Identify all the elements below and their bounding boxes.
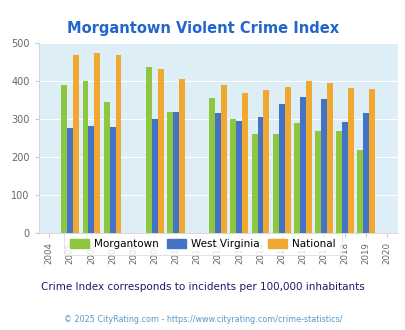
Bar xyxy=(230,119,236,233)
Bar xyxy=(82,81,88,233)
Bar xyxy=(173,112,179,233)
Bar xyxy=(299,97,305,233)
Bar xyxy=(368,89,374,233)
Bar xyxy=(314,131,320,233)
Bar xyxy=(236,121,242,233)
Bar xyxy=(209,98,215,233)
Text: Morgantown Violent Crime Index: Morgantown Violent Crime Index xyxy=(67,21,338,36)
Bar xyxy=(347,88,353,233)
Bar xyxy=(158,69,163,233)
Bar xyxy=(242,93,247,233)
Bar xyxy=(167,112,173,233)
Bar xyxy=(284,87,290,233)
Bar xyxy=(88,126,94,233)
Bar xyxy=(278,104,284,233)
Bar xyxy=(109,127,115,233)
Text: © 2025 CityRating.com - https://www.cityrating.com/crime-statistics/: © 2025 CityRating.com - https://www.city… xyxy=(64,315,341,324)
Bar xyxy=(115,55,121,233)
Legend: Morgantown, West Virginia, National: Morgantown, West Virginia, National xyxy=(64,233,341,255)
Bar xyxy=(251,134,257,233)
Bar xyxy=(151,119,158,233)
Bar xyxy=(145,67,151,233)
Bar xyxy=(61,85,67,233)
Bar xyxy=(94,53,100,233)
Bar xyxy=(179,79,184,233)
Bar xyxy=(221,85,226,233)
Bar xyxy=(356,150,362,233)
Bar xyxy=(272,134,278,233)
Bar xyxy=(293,123,299,233)
Bar xyxy=(73,55,79,233)
Text: Crime Index corresponds to incidents per 100,000 inhabitants: Crime Index corresponds to incidents per… xyxy=(41,282,364,292)
Bar xyxy=(215,113,221,233)
Bar xyxy=(263,89,269,233)
Bar xyxy=(320,99,326,233)
Bar xyxy=(335,131,341,233)
Bar xyxy=(362,113,368,233)
Bar xyxy=(341,122,347,233)
Bar xyxy=(326,83,332,233)
Bar xyxy=(257,117,263,233)
Bar xyxy=(67,128,73,233)
Bar xyxy=(103,102,109,233)
Bar xyxy=(305,81,311,233)
